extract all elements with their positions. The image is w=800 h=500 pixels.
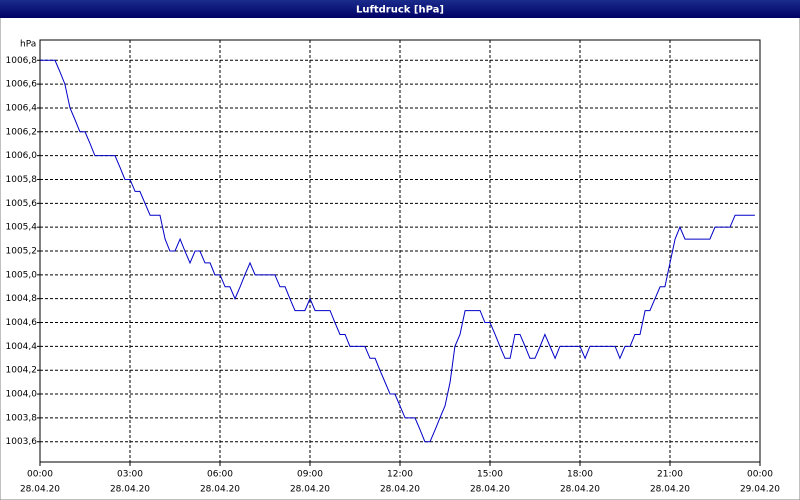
x-tick-date: 28.04.20: [290, 485, 330, 495]
y-tick-label: 1005,6: [6, 199, 38, 209]
y-tick-label: 1004,0: [6, 390, 38, 400]
x-tick-label: 15:00: [477, 470, 503, 480]
x-tick-label: 18:00: [567, 470, 593, 480]
x-tick-date: 28.04.20: [560, 485, 600, 495]
y-tick-label: 1003,8: [6, 413, 38, 423]
y-tick-label: 1004,8: [6, 294, 38, 304]
data-line: [40, 59, 755, 443]
x-tick-label: 06:00: [207, 470, 233, 480]
x-tick-date: 28.04.20: [380, 485, 420, 495]
y-tick-label: 1005,2: [6, 247, 38, 257]
chart-title: Luftdruck [hPa]: [356, 5, 444, 16]
y-tick-label: 1004,4: [6, 342, 38, 352]
y-tick-label: 1006,6: [6, 80, 38, 90]
y-tick-label: 1004,2: [6, 366, 38, 376]
x-tick-date: 28.04.20: [110, 485, 150, 495]
y-tick-label: 1005,4: [6, 223, 38, 233]
x-tick-label: 00:00: [27, 470, 53, 480]
x-tick-date: 28.04.20: [650, 485, 690, 495]
x-tick-label: 09:00: [297, 470, 323, 480]
x-tick-label: 00:00: [747, 470, 773, 480]
x-tick-label: 03:00: [117, 470, 143, 480]
x-tick-label: 21:00: [657, 470, 683, 480]
y-tick-label: 1006,0: [6, 151, 38, 161]
title-bar: [0, 0, 800, 18]
y-tick-label: 1003,6: [6, 437, 38, 447]
y-unit: hPa: [20, 40, 36, 50]
x-tick-label: 12:00: [387, 470, 413, 480]
y-tick-label: 1006,2: [6, 127, 38, 137]
y-tick-label: 1005,8: [6, 175, 38, 185]
x-tick-date: 28.04.20: [200, 485, 240, 495]
y-tick-label: 1006,4: [6, 103, 38, 113]
y-tick-label: 1004,6: [6, 318, 38, 328]
y-tick-label: 1006,8: [6, 56, 38, 66]
x-tick-date: 29.04.20: [740, 485, 780, 495]
x-tick-date: 28.04.20: [20, 485, 60, 495]
y-tick-label: 1005,0: [6, 270, 38, 280]
x-tick-date: 28.04.20: [470, 485, 510, 495]
